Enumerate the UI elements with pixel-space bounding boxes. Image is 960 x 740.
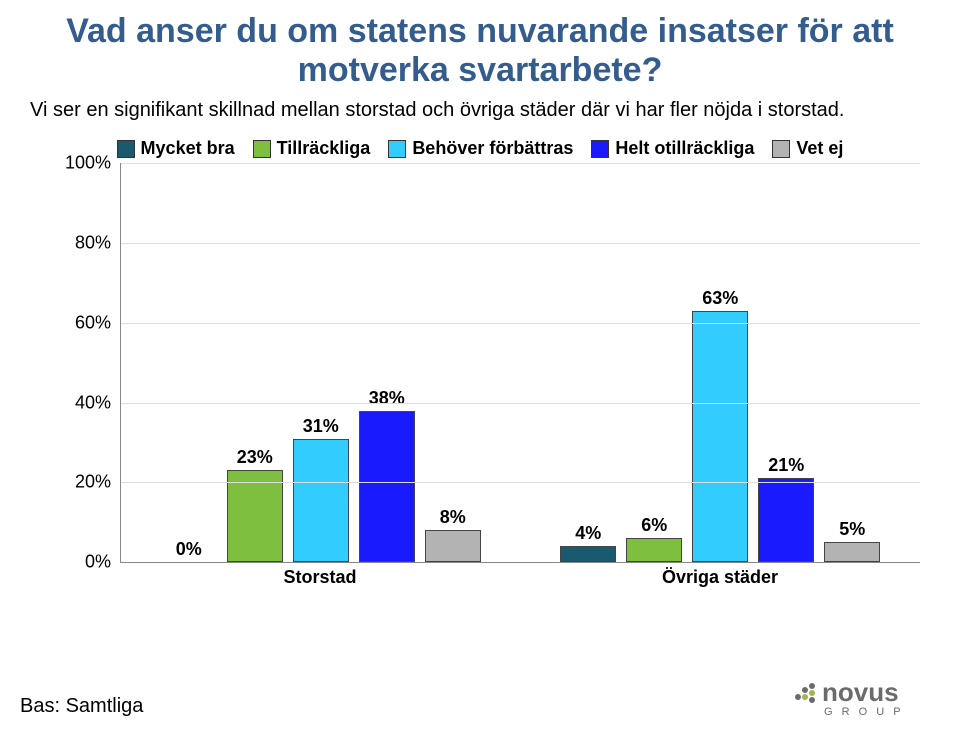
bar-group: 4%6% 63% 21% 5% (521, 163, 921, 562)
bar-value-label: 5% (820, 519, 884, 540)
chart: 0%23%31%38%8%4%6%63%21%5% 0%20%40%60%80%… (120, 163, 920, 593)
logo-dots-icon (795, 683, 815, 703)
title-line-2: motverka svartarbete? (298, 51, 663, 89)
bar-value-label: 8% (421, 507, 485, 528)
x-axis-label: Övriga städer (520, 563, 920, 593)
bar-slot: 63% (688, 163, 752, 562)
y-tick-label: 0% (85, 552, 121, 573)
legend-label: Helt otillräckliga (615, 138, 754, 159)
logo-main-text: novus (822, 677, 899, 707)
page: Vad anser du om statens nuvarande insats… (0, 0, 960, 740)
bar (824, 542, 880, 562)
gridline (121, 323, 920, 324)
bar-value-label: 31% (289, 416, 353, 437)
legend-item: Mycket bra (117, 138, 235, 159)
legend-swatch (772, 140, 790, 158)
legend: Mycket bra Tillräckliga Behöver förbättras… (0, 138, 960, 159)
x-axis-label: Storstad (120, 563, 520, 593)
bar-slot: 0% (157, 163, 221, 562)
bar (560, 546, 616, 562)
bar (227, 470, 283, 562)
bars-row: 4%6% 63% 21% 5% (521, 163, 921, 562)
legend-label: Mycket bra (141, 138, 235, 159)
page-title: Vad anser du om statens nuvarande insats… (0, 0, 960, 94)
bar (692, 311, 748, 562)
bar (359, 411, 415, 563)
bar-group: 0% 23%31%38% 8% (121, 163, 521, 562)
bar-value-label: 23% (223, 447, 287, 468)
bar-groups: 0% 23%31%38% 8% 4%6% 63% 21% 5% (121, 163, 920, 562)
bar (425, 530, 481, 562)
legend-swatch (253, 140, 271, 158)
bar-slot: 8% (421, 163, 485, 562)
bar-value-label: 21% (754, 455, 818, 476)
bar-slot: 5% (820, 163, 884, 562)
legend-item: Behöver förbättras (388, 138, 573, 159)
legend-label: Tillräckliga (277, 138, 371, 159)
legend-item: Helt otillräckliga (591, 138, 754, 159)
y-tick-label: 100% (65, 153, 121, 174)
bar (626, 538, 682, 562)
title-line-1: Vad anser du om statens nuvarande insats… (66, 12, 894, 50)
gridline (121, 163, 920, 164)
plot-area: 0%23%31%38%8%4%6%63%21%5% 0%20%40%60%80%… (120, 163, 920, 563)
bar (758, 478, 814, 562)
bar-slot: 38% (355, 163, 419, 562)
bar-slot: 31% (289, 163, 353, 562)
gridline (121, 482, 920, 483)
bar-slot: 21% (754, 163, 818, 562)
logo-sub-text: G R O U P (824, 706, 904, 718)
footer-note: Bas: Samtliga (20, 695, 143, 718)
bar-value-label: 63% (688, 288, 752, 309)
bar-slot: 23% (223, 163, 287, 562)
subtitle: Vi ser en signifikant skillnad mellan st… (0, 94, 960, 132)
gridline (121, 243, 920, 244)
legend-swatch (388, 140, 406, 158)
bar-value-label: 6% (622, 515, 686, 536)
legend-item: Vet ej (772, 138, 843, 159)
y-tick-label: 20% (75, 472, 121, 493)
bar (293, 439, 349, 563)
bar-value-label: 4% (556, 523, 620, 544)
bar-value-label: 0% (157, 539, 221, 560)
logo: novus G R O U P (790, 675, 940, 724)
y-tick-label: 80% (75, 233, 121, 254)
bar-slot: 6% (622, 163, 686, 562)
bars-row: 0% 23%31%38% 8% (121, 163, 521, 562)
y-tick-label: 60% (75, 312, 121, 333)
legend-label: Behöver förbättras (412, 138, 573, 159)
legend-swatch (591, 140, 609, 158)
y-tick-label: 40% (75, 392, 121, 413)
x-axis-labels: StorstadÖvriga städer (120, 563, 920, 593)
bar-slot: 4% (556, 163, 620, 562)
gridline (121, 403, 920, 404)
legend-label: Vet ej (796, 138, 843, 159)
bar-value-label: 38% (355, 388, 419, 409)
legend-item: Tillräckliga (253, 138, 371, 159)
